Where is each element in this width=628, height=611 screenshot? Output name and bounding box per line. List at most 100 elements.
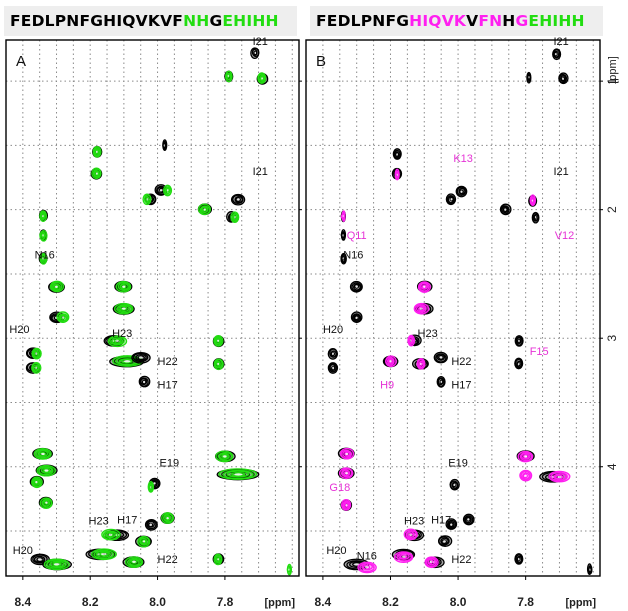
residue-label: H22 [451, 356, 471, 368]
contour-ring [260, 75, 265, 81]
peak-contour [113, 302, 134, 315]
contour-ring [501, 206, 509, 214]
peak-contour [198, 203, 212, 216]
residue-label: H23 [89, 516, 109, 528]
sequence-segment: H [502, 12, 516, 30]
peak-contour [131, 351, 151, 364]
contour-ring [36, 557, 44, 563]
contour-ring [522, 454, 530, 459]
contour-ring [135, 353, 147, 362]
contour-ring [233, 215, 238, 221]
peak-contour [39, 252, 48, 265]
residue-label: H23 [404, 516, 424, 528]
contour-core [150, 486, 152, 489]
peak-contour [230, 193, 246, 206]
contour-core [460, 190, 463, 193]
peak-contour [340, 499, 352, 511]
residue-label: E19 [160, 458, 180, 470]
contour-core [345, 504, 348, 507]
peak-contour [31, 476, 43, 489]
contour-core [42, 234, 44, 237]
contour-ring [109, 335, 125, 346]
contour-core [45, 501, 48, 504]
contour-ring [351, 562, 362, 567]
contour-core [528, 76, 530, 79]
contour-core [35, 480, 38, 484]
contour-ring [214, 337, 222, 345]
sequence-segment: FN [478, 12, 503, 30]
contour-core [555, 52, 557, 56]
contour-ring [342, 500, 351, 510]
peak-contour [394, 168, 400, 181]
residue-label: N16 [343, 250, 363, 262]
x-axis-unit: [ppm] [264, 597, 295, 609]
contour-ring [51, 283, 61, 291]
contour-ring [215, 361, 221, 367]
peak-contour [162, 184, 173, 197]
contour-ring [219, 452, 230, 461]
contour-ring [588, 567, 593, 573]
contour-core [467, 518, 470, 521]
contour-ring [58, 313, 69, 323]
peak-contour [350, 311, 363, 324]
contour-ring [42, 467, 51, 473]
contour-ring [463, 515, 474, 525]
peak-contour [142, 193, 152, 206]
contour-ring [140, 377, 148, 386]
contour-ring [519, 451, 533, 462]
contour-ring [521, 452, 531, 460]
contour-ring [341, 255, 345, 261]
sequence-segment: EHI [222, 12, 253, 30]
contour-ring [343, 501, 350, 509]
panel-letter: B [316, 53, 326, 70]
y-axis-unit: [ppm] [607, 56, 619, 84]
peak-contour [49, 280, 65, 293]
contour-core [342, 257, 344, 260]
contour-ring [32, 477, 42, 488]
peak-contour [340, 210, 346, 222]
contour-core [42, 214, 44, 218]
peak-contour [161, 512, 175, 524]
contour-ring [353, 283, 360, 289]
contour-core [142, 540, 146, 543]
peak-contour [393, 551, 414, 563]
contour-ring [116, 304, 133, 314]
peak-contour [115, 280, 132, 293]
residue-label: I21 [253, 166, 268, 178]
x-tick-label: 7.8 [217, 595, 234, 609]
contour-ring [533, 214, 538, 220]
contour-ring [94, 149, 99, 155]
contour-core [108, 533, 113, 537]
contour-core [518, 362, 520, 366]
contour-ring [215, 337, 221, 343]
sequence-segment: NH [183, 12, 210, 30]
contour-core [439, 356, 443, 359]
residue-label: H20 [9, 324, 29, 336]
contour-core [149, 523, 152, 526]
sequence-segment: FEDLPNFG [316, 12, 410, 30]
peak-contour [31, 362, 42, 374]
contour-core [122, 307, 126, 310]
contour-ring [464, 516, 472, 524]
residue-label: H9 [380, 379, 394, 391]
contour-core [443, 540, 446, 543]
peak-contour [552, 48, 562, 61]
residue-label: Q11 [347, 230, 367, 242]
contour-core [389, 360, 392, 363]
peak-contour [36, 464, 56, 477]
sequence-segment: HH [558, 12, 585, 30]
contour-ring [407, 335, 414, 346]
sequence-segment: G [209, 12, 223, 30]
y-tick-label: 1 [605, 77, 619, 84]
contour-core [54, 563, 59, 566]
contour-ring [99, 551, 110, 557]
contour-ring [331, 365, 336, 371]
contour-ring [394, 152, 399, 158]
contour-core [217, 339, 220, 342]
contour-ring [113, 338, 122, 344]
contour-ring [141, 379, 147, 385]
contour-ring [49, 560, 65, 568]
contour-core [345, 471, 348, 475]
contour-ring [516, 556, 521, 562]
contour-core [396, 173, 398, 177]
